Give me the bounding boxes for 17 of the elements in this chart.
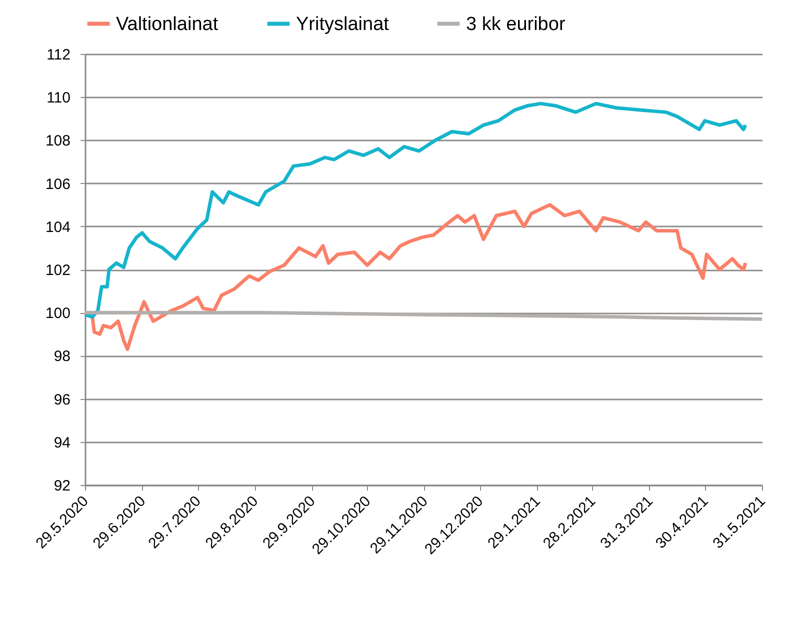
y-tick-label: 110 — [46, 90, 70, 107]
y-tick-label: 96 — [54, 391, 70, 408]
y-tick-label: 92 — [54, 478, 70, 494]
line-series — [83, 102, 748, 319]
legend-label: Yrityslainat — [296, 14, 390, 35]
legend-label: Valtionlainat — [116, 14, 219, 35]
line-series — [83, 310, 764, 321]
line-series — [83, 203, 748, 351]
y-tick-label: 102 — [45, 262, 70, 279]
y-tick-label: 108 — [45, 132, 70, 150]
y-tick-label: 112 — [46, 46, 70, 64]
y-tick-label: 106 — [45, 176, 70, 193]
y-tick-label: 98 — [54, 348, 70, 366]
y-tick-label: 94 — [54, 434, 70, 452]
legend-label: 3 kk euribor — [466, 14, 566, 35]
y-tick-label: 104 — [45, 218, 70, 236]
y-tick-label: 100 — [45, 305, 70, 322]
